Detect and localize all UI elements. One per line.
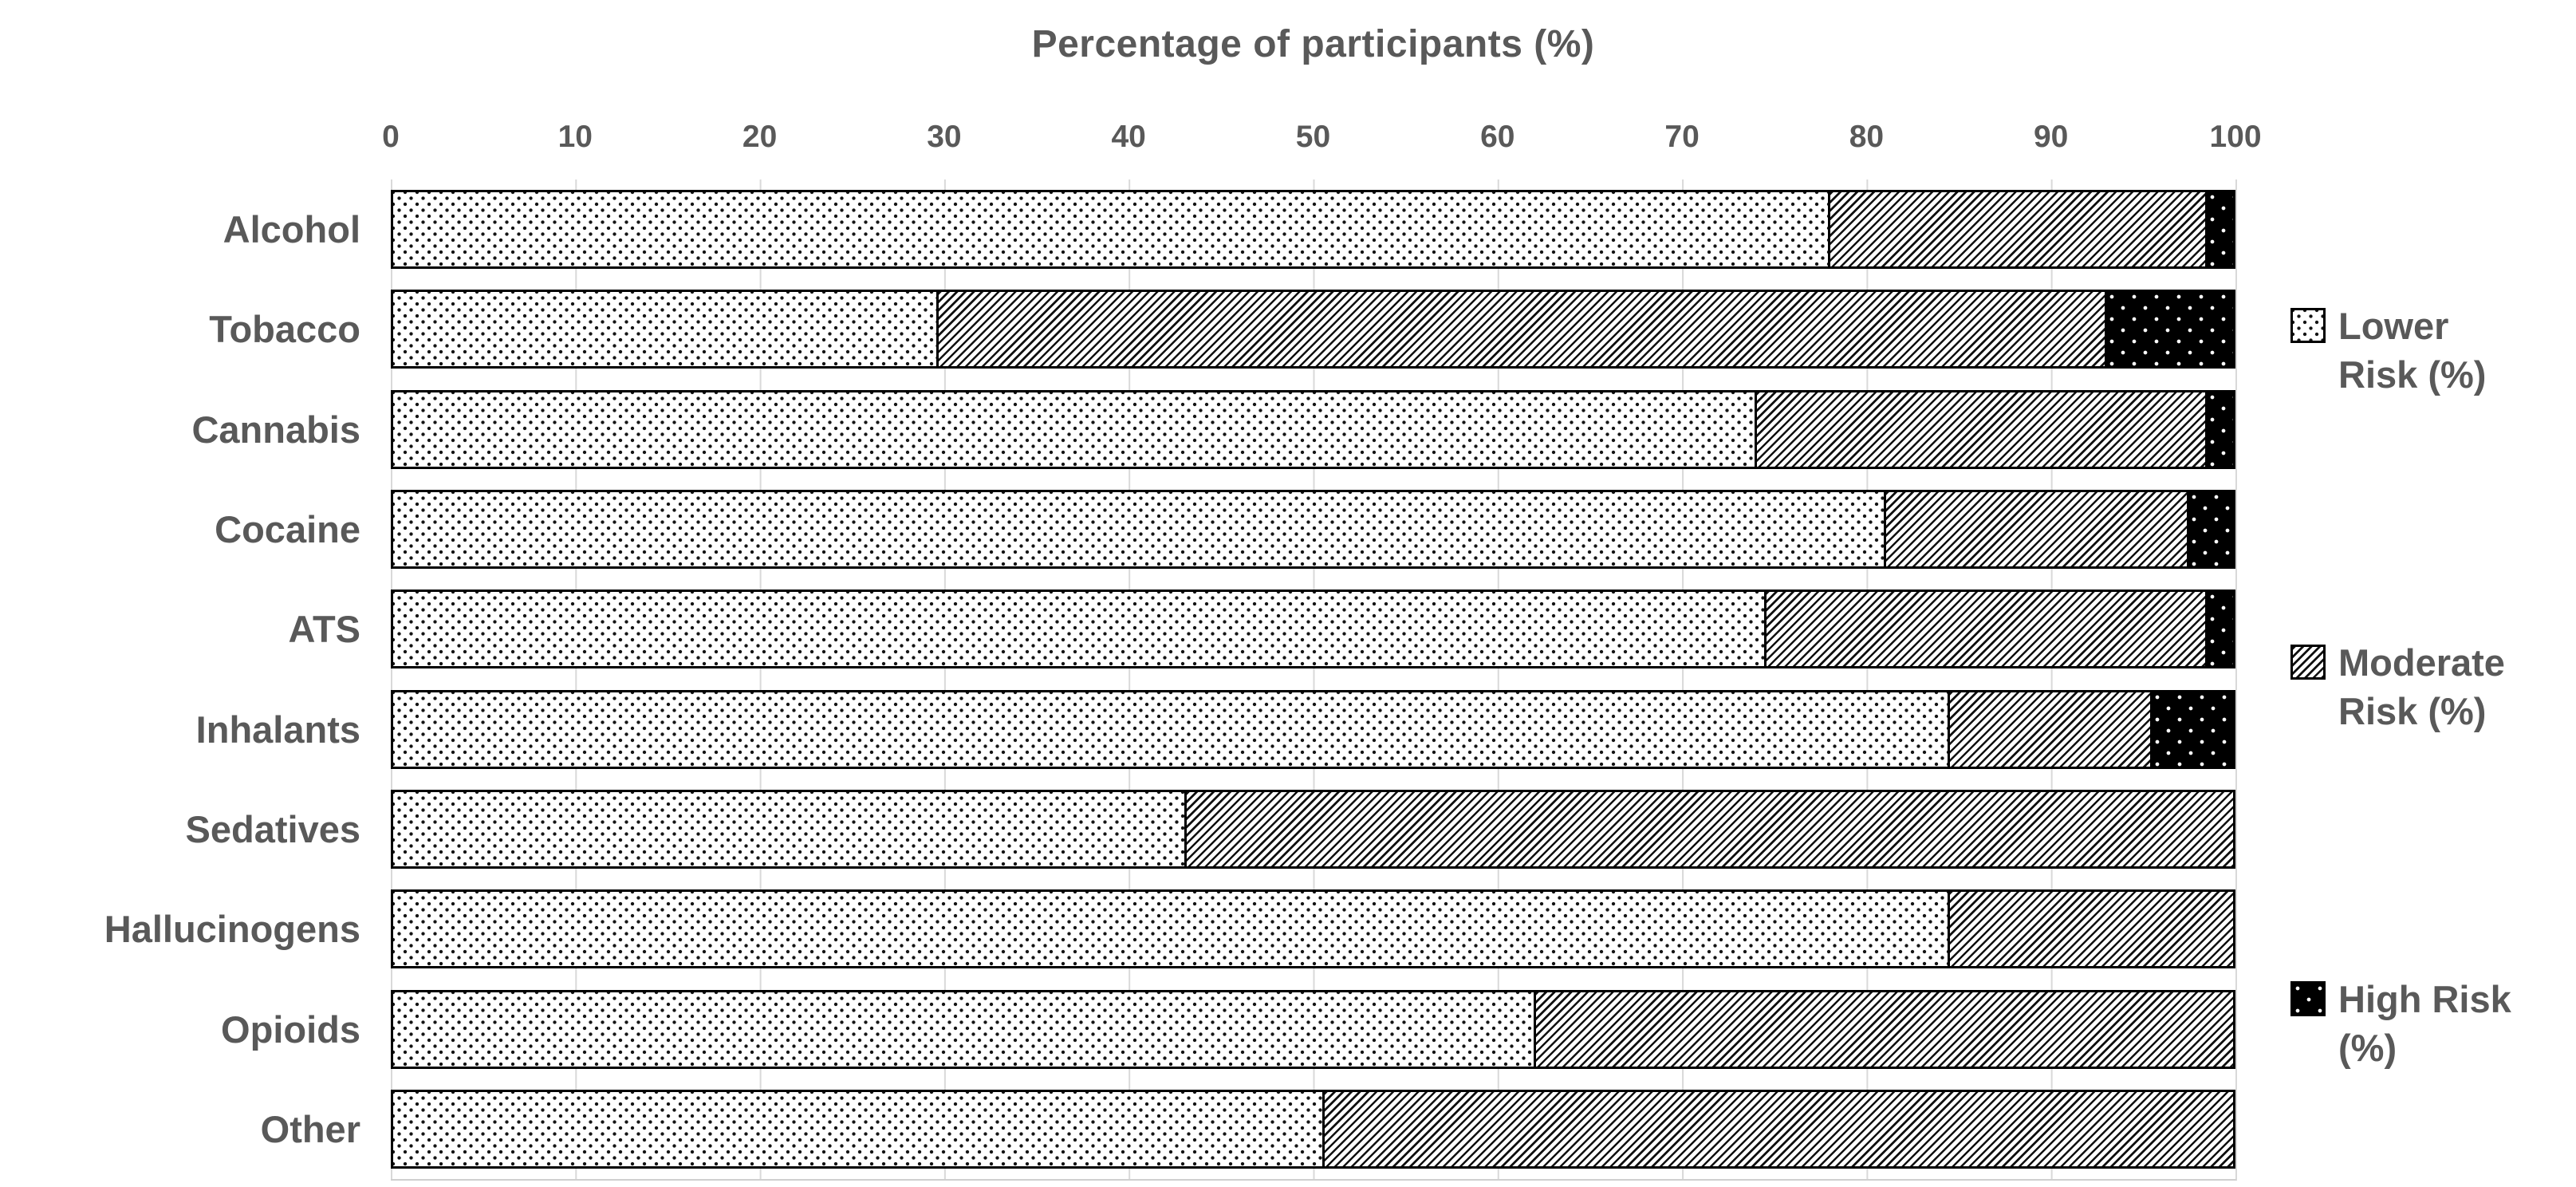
x-tick-30: 30	[927, 120, 962, 154]
category-label-alcohol: Alcohol	[223, 208, 360, 251]
category-label-inhalants: Inhalants	[195, 708, 360, 751]
x-tick-100: 100	[2209, 120, 2262, 154]
bar-row-opioids	[391, 979, 2235, 1079]
legend-label-line: High Risk	[2338, 978, 2511, 1020]
segment-sedatives-moderate-risk	[1184, 791, 2233, 866]
segment-ats-lower-risk	[393, 592, 1764, 667]
segment-inhalants-high-risk	[2150, 692, 2233, 767]
legend-swatch-moderate-risk	[2290, 645, 2326, 680]
bar-row-ats	[391, 579, 2235, 679]
chart-title: Percentage of participants (%)	[1031, 23, 1595, 65]
segment-alcohol-moderate-risk	[1828, 192, 2206, 267]
segment-alcohol-lower-risk	[393, 192, 1829, 267]
bar-row-cocaine	[391, 479, 2235, 579]
label-row-alcohol: Alcohol	[0, 179, 360, 279]
legend-label-line: (%)	[2338, 1027, 2397, 1070]
segment-hallucinogens-lower-risk	[393, 892, 1948, 967]
bar-opioids	[391, 989, 2235, 1069]
label-row-opioids: Opioids	[0, 979, 360, 1079]
x-tick-70: 70	[1664, 120, 1700, 154]
segment-cannabis-lower-risk	[393, 392, 1755, 467]
bar-row-cannabis	[391, 380, 2235, 479]
segment-alcohol-high-risk	[2205, 192, 2233, 267]
segment-sedatives-lower-risk	[393, 791, 1184, 866]
bar-inhalants	[391, 689, 2235, 769]
segment-cannabis-moderate-risk	[1755, 392, 2206, 467]
segment-opioids-moderate-risk	[1534, 992, 2233, 1067]
segment-tobacco-lower-risk	[393, 292, 936, 367]
category-label-ats: ATS	[288, 608, 360, 651]
bar-row-other	[391, 1079, 2235, 1179]
category-label-tobacco: Tobacco	[209, 308, 360, 351]
legend: Lower Risk (%) Moderate Risk (%) High Risk (%…	[2290, 0, 2576, 1187]
bar-row-inhalants	[391, 679, 2235, 779]
bar-hallucinogens	[391, 889, 2235, 969]
x-tick-40: 40	[1111, 120, 1146, 154]
segment-tobacco-moderate-risk	[935, 292, 2105, 367]
x-tick-90: 90	[2033, 120, 2069, 154]
x-tick-60: 60	[1480, 120, 1515, 154]
segment-ats-moderate-risk	[1763, 592, 2206, 667]
legend-swatch-high-risk	[2290, 981, 2326, 1016]
legend-label-line: Lower	[2338, 305, 2449, 347]
segment-other-moderate-risk	[1322, 1091, 2233, 1166]
segment-hallucinogens-moderate-risk	[1948, 892, 2233, 967]
legend-item-moderate-risk: Moderate Risk (%)	[2290, 638, 2505, 735]
bar-row-tobacco	[391, 279, 2235, 379]
label-row-tobacco: Tobacco	[0, 279, 360, 379]
category-label-sedatives: Sedatives	[185, 807, 360, 850]
legend-label-high-risk: High Risk (%)	[2338, 975, 2511, 1072]
segment-other-lower-risk	[393, 1091, 1323, 1166]
bar-row-sedatives	[391, 779, 2235, 879]
segment-inhalants-moderate-risk	[1948, 692, 2151, 767]
category-label-opioids: Opioids	[221, 1008, 360, 1051]
bar-ats	[391, 590, 2235, 669]
label-row-other: Other	[0, 1079, 360, 1179]
category-label-cannabis: Cannabis	[191, 408, 360, 451]
label-row-hallucinogens: Hallucinogens	[0, 879, 360, 979]
legend-label-line: Risk (%)	[2338, 353, 2487, 396]
category-label-other: Other	[260, 1107, 360, 1150]
legend-label-lower-risk: Lower Risk (%)	[2338, 302, 2486, 399]
label-row-sedatives: Sedatives	[0, 779, 360, 879]
label-row-inhalants: Inhalants	[0, 679, 360, 779]
x-tick-50: 50	[1295, 120, 1331, 154]
category-label-hallucinogens: Hallucinogens	[104, 908, 360, 951]
legend-label-moderate-risk: Moderate Risk (%)	[2338, 638, 2505, 735]
x-tick-0: 0	[382, 120, 400, 154]
bar-sedatives	[391, 789, 2235, 869]
bar-cannabis	[391, 389, 2235, 469]
segment-tobacco-high-risk	[2104, 292, 2233, 367]
bar-cocaine	[391, 490, 2235, 570]
segment-cocaine-moderate-risk	[1883, 492, 2188, 567]
category-axis: Alcohol Tobacco Cannabis Cocaine ATS Inhalant…	[0, 179, 360, 1179]
segment-cannabis-high-risk	[2205, 392, 2233, 467]
category-label-cocaine: Cocaine	[215, 508, 360, 551]
legend-label-line: Risk (%)	[2338, 690, 2487, 733]
segment-cocaine-high-risk	[2187, 492, 2233, 567]
label-row-ats: ATS	[0, 579, 360, 679]
segment-ats-high-risk	[2205, 592, 2233, 667]
segment-inhalants-lower-risk	[393, 692, 1948, 767]
legend-label-line: Moderate	[2338, 641, 2505, 684]
bar-row-hallucinogens	[391, 879, 2235, 979]
x-tick-20: 20	[742, 120, 778, 154]
bar-row-alcohol	[391, 179, 2235, 279]
x-axis: 0 10 20 30 40 50 60 70 80 90 100	[382, 120, 2261, 164]
legend-item-lower-risk: Lower Risk (%)	[2290, 302, 2486, 399]
legend-swatch-lower-risk	[2290, 308, 2326, 343]
bar-tobacco	[391, 290, 2235, 369]
x-tick-10: 10	[557, 120, 593, 154]
plot-area	[391, 179, 2237, 1181]
label-row-cocaine: Cocaine	[0, 479, 360, 579]
legend-item-high-risk: High Risk (%)	[2290, 975, 2511, 1072]
segment-opioids-lower-risk	[393, 992, 1534, 1067]
segment-cocaine-lower-risk	[393, 492, 1884, 567]
x-tick-80: 80	[1849, 120, 1885, 154]
bar-other	[391, 1089, 2235, 1169]
bar-alcohol	[391, 190, 2235, 270]
label-row-cannabis: Cannabis	[0, 380, 360, 479]
